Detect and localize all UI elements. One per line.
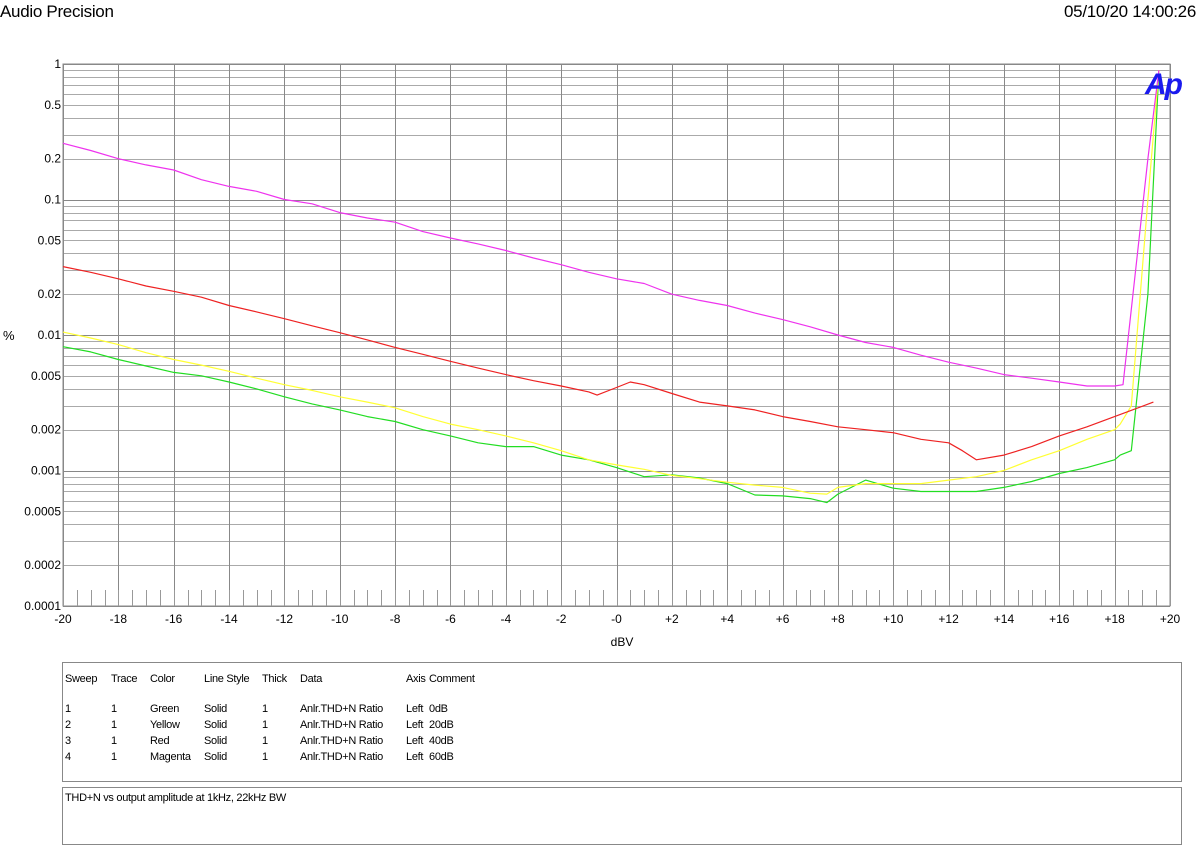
legend-cell: 2	[65, 719, 71, 731]
x-tick-label: +12	[938, 612, 959, 626]
x-tick-label: -4	[500, 612, 511, 626]
series-line-green	[62, 70, 1160, 504]
y-tick-label: 0.5	[44, 98, 61, 112]
series-line-yellow	[62, 70, 1160, 495]
legend-cell: Magenta	[150, 751, 191, 763]
legend-header-cell: Data	[300, 673, 323, 685]
legend-cell: 1	[111, 703, 117, 715]
ap-logo: Ap	[1144, 68, 1183, 101]
legend-cell: Solid	[204, 735, 227, 747]
y-tick-label: 0.005	[31, 369, 61, 383]
legend-cell: 20dB	[429, 719, 454, 731]
legend-header-cell: Axis	[406, 673, 426, 685]
x-tick-label: -10	[331, 612, 349, 626]
legend-cell: 0dB	[429, 703, 448, 715]
legend-cell: Anlr.THD+N Ratio	[300, 703, 383, 715]
x-tick-label: -14	[220, 612, 238, 626]
legend-cell: 1	[111, 719, 117, 731]
y-tick-label: 0.01	[38, 328, 62, 342]
series-line-red	[62, 266, 1154, 461]
legend-cell: Anlr.THD+N Ratio	[300, 751, 383, 763]
x-tick-label: +8	[831, 612, 845, 626]
x-tick-label: +2	[665, 612, 679, 626]
legend-cell: 4	[65, 751, 71, 763]
legend-cell: 3	[65, 735, 71, 747]
y-tick-label: 0.0002	[24, 558, 61, 572]
y-tick-label: 0.002	[31, 423, 61, 437]
legend-cell: 40dB	[429, 735, 454, 747]
legend-cell: Green	[150, 703, 180, 715]
x-tick-label: -20	[54, 612, 72, 626]
legend-row: 3 1 Red Solid 1 Anlr.THD+N Ratio Left 40dB	[65, 735, 509, 751]
legend-header-row: Sweep Trace Color Line Style Thick Data Axis Co…	[65, 673, 509, 703]
x-tick-label: +14	[994, 612, 1015, 626]
legend-cell: 1	[262, 735, 268, 747]
legend-header-cell: Trace	[111, 673, 138, 685]
legend-cell: 60dB	[429, 751, 454, 763]
y-tick-label: 0.05	[38, 233, 62, 247]
x-tick-label: +4	[720, 612, 734, 626]
legend-cell: Solid	[204, 703, 227, 715]
legend-cell: 1	[262, 703, 268, 715]
axis-ticks: -20 -18 -16 -14 -12 -10 -8 -6 -4 -2 -0 +2 +4 +6 +8 +10 +…	[24, 57, 1180, 626]
x-tick-label: -2	[556, 612, 567, 626]
legend-cell: 1	[111, 735, 117, 747]
legend-cell: Yellow	[150, 719, 180, 731]
legend-cell: Red	[150, 735, 170, 747]
legend-cell: Left	[406, 703, 424, 715]
legend-cell: 1	[65, 703, 71, 715]
legend-header-cell: Color	[150, 673, 175, 685]
legend-header-cell: Sweep	[65, 673, 98, 685]
legend-cell: Solid	[204, 719, 227, 731]
legend-row: 2 1 Yellow Solid 1 Anlr.THD+N Ratio Left 20dB	[65, 719, 509, 735]
x-tick-label: -0	[611, 612, 622, 626]
x-tick-label: -18	[110, 612, 128, 626]
legend-cell: Anlr.THD+N Ratio	[300, 719, 383, 731]
x-tick-label: -8	[390, 612, 401, 626]
y-tick-label: 0.0001	[24, 599, 61, 613]
x-tick-label: +18	[1104, 612, 1125, 626]
legend-row: 4 1 Magenta Solid 1 Anlr.THD+N Ratio Left 60dB	[65, 751, 509, 767]
y-axis-label: %	[3, 328, 15, 343]
legend-cell: Solid	[204, 751, 227, 763]
comment-text: THD+N vs output amplitude at 1kHz, 22kHz…	[65, 792, 286, 804]
series-lines	[62, 70, 1160, 504]
x-tick-label: -6	[445, 612, 456, 626]
legend-table: Sweep Trace Color Line Style Thick Data Axis Co…	[62, 662, 1182, 782]
timestamp: 05/10/20 14:00:26	[1064, 2, 1196, 21]
app-title: Audio Precision	[0, 2, 114, 21]
legend-cell: 1	[262, 719, 268, 731]
legend-cell: 1	[262, 751, 268, 763]
x-axis-label: dBV	[611, 635, 634, 649]
y-tick-label: 0.001	[31, 464, 61, 478]
y-tick-label: 1	[54, 57, 61, 71]
legend-cell: Left	[406, 751, 424, 763]
grid	[62, 63, 1171, 607]
x-tick-label: +20	[1160, 612, 1181, 626]
y-tick-label: 0.1	[44, 193, 61, 207]
x-tick-label: +16	[1049, 612, 1070, 626]
legend-header-cell: Line Style	[204, 673, 250, 685]
legend-header-cell: Comment	[429, 673, 475, 685]
comment-box: THD+N vs output amplitude at 1kHz, 22kHz…	[62, 787, 1182, 845]
legend-header-cell: Thick	[262, 673, 287, 685]
legend-cell: 1	[111, 751, 117, 763]
legend-cell: Left	[406, 719, 424, 731]
x-tick-label: +6	[776, 612, 790, 626]
x-tick-label: -16	[165, 612, 183, 626]
series-line-magenta	[62, 70, 1160, 387]
legend-cell: Anlr.THD+N Ratio	[300, 735, 383, 747]
legend-cell: Left	[406, 735, 424, 747]
y-tick-label: 0.02	[38, 287, 62, 301]
x-tick-label: +10	[883, 612, 904, 626]
thd-n-chart: -20 -18 -16 -14 -12 -10 -8 -6 -4 -2 -0 +2 +4 +6 +8 +10 +…	[3, 57, 1185, 649]
y-tick-label: 0.2	[44, 152, 61, 166]
x-tick-label: -12	[276, 612, 294, 626]
y-tick-label: 0.0005	[24, 504, 61, 518]
legend-row: 1 1 Green Solid 1 Anlr.THD+N Ratio Left 0dB	[65, 703, 509, 719]
